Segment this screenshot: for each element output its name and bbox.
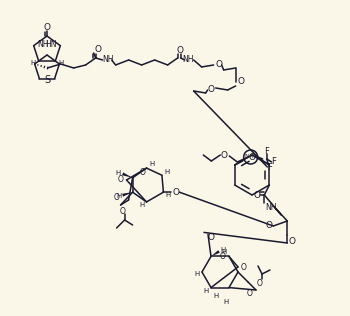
Text: F: F (271, 156, 276, 166)
Text: H: H (58, 60, 64, 66)
Text: O: O (221, 150, 228, 160)
Text: HN: HN (46, 40, 57, 49)
Text: O: O (94, 46, 101, 54)
Text: O: O (140, 168, 146, 178)
Text: H: H (30, 60, 35, 66)
Polygon shape (122, 173, 133, 178)
Text: H: H (164, 169, 169, 175)
Text: O: O (249, 153, 256, 161)
Text: H: H (115, 170, 120, 176)
Text: H: H (166, 192, 171, 198)
Text: N–N: N–N (244, 155, 257, 160)
Text: O: O (173, 188, 180, 197)
Text: S: S (44, 75, 51, 84)
Text: H: H (203, 288, 209, 294)
Text: O: O (247, 289, 253, 299)
Text: O: O (118, 175, 124, 185)
Text: O: O (114, 193, 120, 203)
Text: O: O (215, 60, 222, 70)
Text: O: O (220, 252, 226, 261)
Text: F: F (267, 163, 272, 173)
Text: H: H (223, 299, 229, 305)
Text: H: H (194, 271, 200, 277)
Text: O: O (207, 86, 214, 94)
Text: NH: NH (266, 203, 277, 211)
Text: H: H (149, 161, 154, 167)
Text: O: O (120, 206, 126, 216)
Text: NH: NH (37, 40, 48, 49)
Text: O: O (266, 222, 273, 230)
Text: O: O (254, 191, 261, 199)
Text: O: O (237, 77, 244, 87)
Text: H: H (220, 247, 226, 253)
Text: F: F (264, 147, 269, 155)
Text: O: O (43, 23, 50, 33)
Text: NH: NH (182, 56, 194, 64)
Text: O: O (257, 279, 263, 289)
Text: O: O (289, 236, 296, 246)
Text: NH: NH (102, 56, 113, 64)
Polygon shape (211, 250, 220, 256)
Polygon shape (122, 192, 133, 197)
Text: H: H (139, 202, 144, 208)
Text: H: H (214, 293, 219, 299)
Text: H: H (221, 249, 227, 255)
Text: O: O (176, 46, 183, 56)
Text: H: H (116, 193, 121, 199)
Text: O: O (208, 233, 215, 242)
Text: O: O (241, 263, 247, 271)
